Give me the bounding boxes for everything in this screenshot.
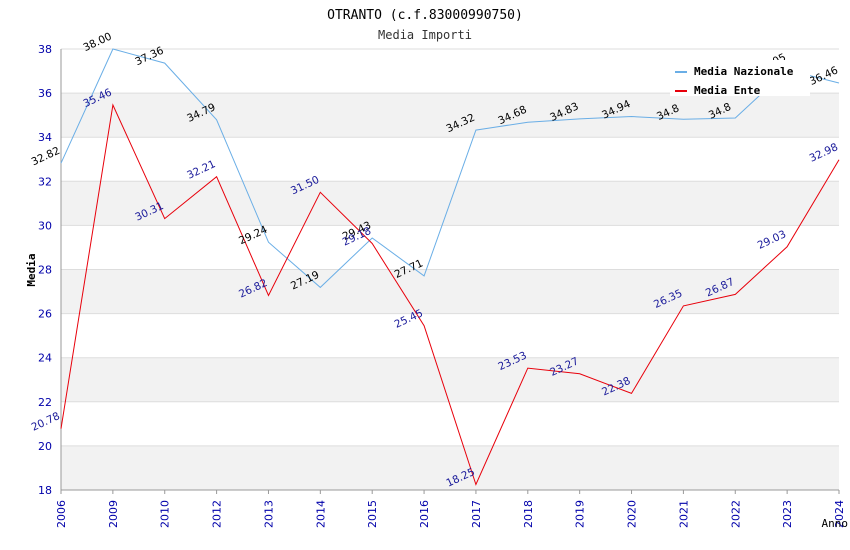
series-lines <box>60 48 840 486</box>
series-line-media-ente <box>60 103 840 486</box>
background-band <box>61 93 839 138</box>
x-tick-label: 2019 <box>574 500 587 528</box>
x-tick-label: 2021 <box>677 500 690 528</box>
background-band <box>61 137 839 182</box>
legend-label-media-ente: Media Ente <box>694 84 761 97</box>
y-tick-label: 26 <box>38 308 52 321</box>
y-axis-label: Media <box>25 253 38 286</box>
y-tick-label: 22 <box>38 396 52 409</box>
y-tick-label: 30 <box>38 219 52 232</box>
x-tick-label: 2010 <box>159 500 172 528</box>
background-band <box>61 225 839 270</box>
x-tick-label: 2016 <box>418 500 431 528</box>
y-tick-label: 18 <box>38 484 52 497</box>
background-band <box>61 269 839 314</box>
chart-title: OTRANTO (c.f.83000990750) <box>327 8 523 23</box>
y-tick-label: 20 <box>38 440 52 453</box>
x-axis-ticks: 2006 2009 2010 2012 2013 2014 2015 2016 2017 2018… <box>55 490 846 528</box>
x-tick-label: 2024 <box>833 500 846 528</box>
background-band <box>61 401 839 446</box>
background-band <box>61 445 839 490</box>
y-tick-label: 36 <box>38 87 52 100</box>
plot-background-bands <box>61 49 839 490</box>
data-label: 32.82 <box>30 145 62 169</box>
x-tick-label: 2006 <box>55 500 68 528</box>
x-tick-label: 2018 <box>522 500 535 528</box>
series-line-media-nazionale <box>60 48 840 289</box>
x-tick-label: 2020 <box>626 500 639 528</box>
background-band <box>61 313 839 358</box>
x-tick-label: 2014 <box>314 500 327 528</box>
x-tick-label: 2009 <box>107 500 120 528</box>
x-tick-label: 2023 <box>781 500 794 528</box>
data-label: 20.78 <box>30 410 62 434</box>
legend: Media Nazionale Media Ente <box>670 60 810 97</box>
background-band <box>61 357 839 402</box>
x-tick-label: 2022 <box>729 500 742 528</box>
y-tick-label: 32 <box>38 175 52 188</box>
y-axis-ticks: 18 20 22 24 26 28 30 32 34 36 38 <box>38 43 52 497</box>
y-tick-label: 34 <box>38 131 52 144</box>
x-tick-label: 2017 <box>470 500 483 528</box>
legend-label-media-nazionale: Media Nazionale <box>694 65 794 78</box>
x-axis-label: Anno <box>822 517 849 530</box>
x-tick-label: 2012 <box>211 500 224 528</box>
y-tick-label: 28 <box>38 264 52 277</box>
x-tick-label: 2013 <box>262 500 275 528</box>
y-tick-label: 24 <box>38 352 52 365</box>
legend-box <box>670 60 810 96</box>
y-tick-label: 38 <box>38 43 52 56</box>
x-tick-label: 2015 <box>366 500 379 528</box>
chart-subtitle: Media Importi <box>378 28 472 42</box>
